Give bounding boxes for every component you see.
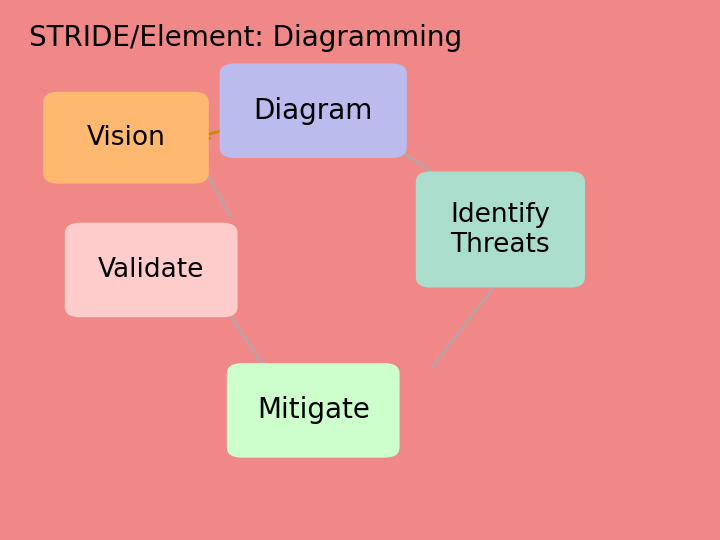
Text: Identify
Threats: Identify Threats <box>451 201 550 258</box>
FancyBboxPatch shape <box>416 172 585 287</box>
FancyBboxPatch shape <box>65 222 238 317</box>
Text: Validate: Validate <box>98 257 204 283</box>
FancyBboxPatch shape <box>220 63 407 158</box>
FancyBboxPatch shape <box>227 363 400 458</box>
FancyBboxPatch shape <box>43 92 209 184</box>
Text: Diagram: Diagram <box>253 97 373 125</box>
Text: STRIDE/Element: Diagramming: STRIDE/Element: Diagramming <box>29 24 462 52</box>
Text: Mitigate: Mitigate <box>257 396 369 424</box>
Text: Vision: Vision <box>86 125 166 151</box>
